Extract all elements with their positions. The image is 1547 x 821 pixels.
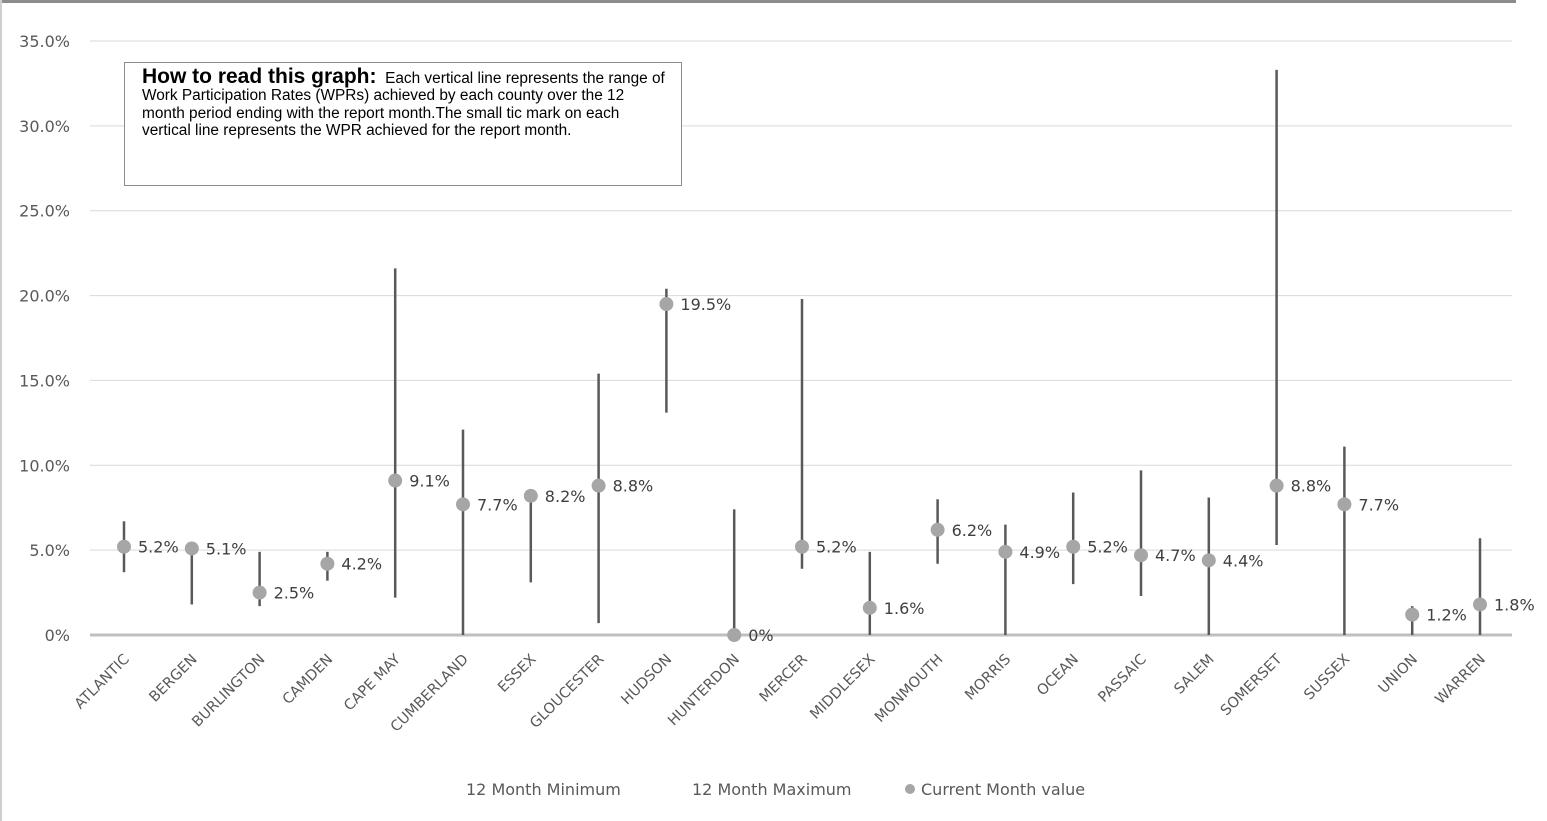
legend-current-label: Current Month value	[921, 780, 1085, 799]
y-tick-label: 25.0%	[19, 202, 70, 221]
current-month-dot	[1337, 497, 1352, 512]
current-month-dot	[117, 539, 131, 554]
data-label: 19.5%	[680, 295, 731, 314]
data-label: 4.7%	[1155, 546, 1196, 565]
current-month-dot	[456, 497, 470, 512]
data-label: 8.8%	[613, 477, 654, 496]
current-month-dot	[795, 539, 809, 554]
data-label: 5.2%	[816, 538, 857, 557]
data-label: 0%	[748, 626, 773, 645]
current-month-dot	[1066, 539, 1081, 554]
category-label: PASSAIC	[1096, 652, 1150, 706]
category-label: BERGEN	[147, 652, 201, 706]
category-label: MIDDLESEX	[807, 651, 878, 722]
data-label: 8.8%	[1291, 477, 1332, 496]
y-tick-label: 5.0%	[29, 541, 70, 560]
data-label: 4.2%	[341, 555, 382, 574]
current-month-dot	[184, 541, 199, 556]
data-label: 4.4%	[1223, 551, 1264, 570]
current-month-dot	[1269, 478, 1284, 493]
data-label: 1.2%	[1426, 606, 1467, 625]
current-month-dot	[320, 556, 335, 571]
category-label: MORRIS	[962, 652, 1014, 704]
category-label: HUNTERDON	[665, 652, 743, 730]
category-label: ESSEX	[495, 651, 539, 695]
data-label: 5.2%	[1087, 538, 1128, 557]
category-label: ATLANTIC	[72, 652, 133, 713]
y-tick-label: 15.0%	[19, 371, 70, 390]
category-label: CAMDEN	[280, 652, 336, 708]
current-month-dot	[862, 600, 877, 615]
current-month-dot	[1473, 597, 1487, 612]
category-label: MERCER	[757, 652, 811, 706]
note-text: Each vertical line represents the range …	[142, 70, 665, 140]
current-month-dot	[1405, 607, 1420, 622]
current-month-dot	[1134, 548, 1148, 563]
current-month-dot	[388, 473, 403, 488]
current-month-dot	[727, 628, 742, 642]
current-month-dot	[659, 297, 674, 312]
category-label: WARREN	[1433, 652, 1489, 708]
left-border	[0, 0, 2, 821]
current-month-dot	[998, 544, 1013, 559]
legend-maximum-label: 12 Month Maximum	[692, 780, 852, 799]
data-label: 2.5%	[274, 584, 315, 603]
category-label: SALEM	[1172, 652, 1218, 698]
y-tick-label: 30.0%	[19, 117, 70, 136]
note-heading: How to read this graph:	[142, 65, 377, 88]
category-label: UNION	[1376, 652, 1421, 697]
y-tick-label: 20.0%	[19, 287, 70, 306]
category-label: SUSSEX	[1301, 651, 1353, 703]
data-label: 4.9%	[1019, 543, 1060, 562]
y-tick-label: 0%	[45, 626, 70, 645]
data-label: 9.1%	[409, 472, 450, 491]
data-label: 5.2%	[138, 538, 179, 557]
legend-minimum-label: 12 Month Minimum	[466, 780, 621, 799]
category-label: GLOUCESTER	[527, 652, 607, 732]
data-label: 6.2%	[952, 521, 993, 540]
category-label: HUDSON	[619, 652, 676, 709]
category-label: OCEAN	[1034, 652, 1082, 700]
top-border	[0, 0, 1516, 3]
category-label: BURLINGTON	[189, 652, 268, 731]
current-month-dot	[1201, 553, 1216, 568]
data-label: 1.8%	[1494, 595, 1535, 614]
data-label: 1.6%	[884, 599, 925, 618]
how-to-read-note: How to read this graph: Each vertical li…	[124, 62, 682, 186]
category-label: MONMOUTH	[872, 652, 946, 726]
current-month-dot	[523, 488, 538, 503]
data-label: 8.2%	[545, 487, 586, 506]
data-label: 7.7%	[477, 495, 518, 514]
category-label: CAPE MAY	[341, 651, 404, 714]
y-tick-label: 35.0%	[19, 32, 70, 51]
category-label: SOMERSET	[1218, 651, 1286, 719]
data-label: 7.7%	[1358, 495, 1399, 514]
legend-current-dot	[905, 784, 915, 794]
current-month-dot	[252, 585, 267, 600]
current-month-dot	[591, 478, 606, 493]
y-tick-label: 10.0%	[19, 456, 70, 475]
current-month-dot	[930, 522, 945, 537]
data-label: 5.1%	[206, 539, 247, 558]
